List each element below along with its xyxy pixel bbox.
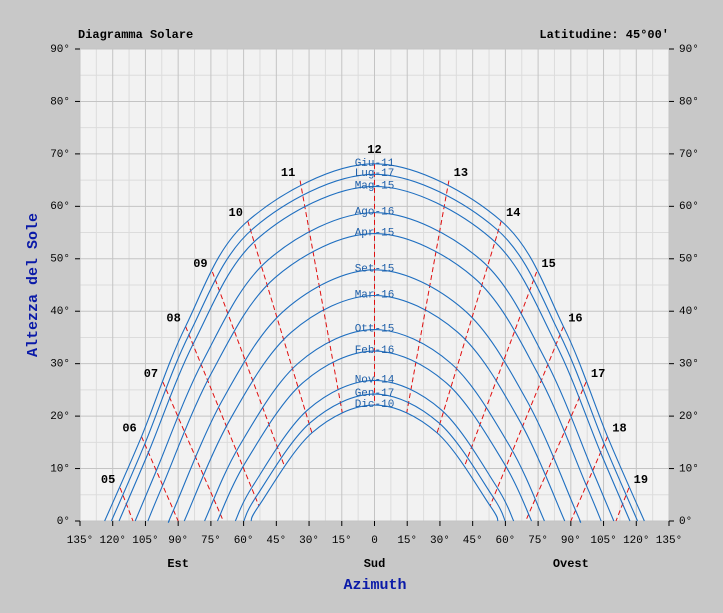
month-label: Feb-16	[355, 345, 395, 357]
y-tick-label-right: 80°	[679, 96, 699, 108]
month-label: Nov-14	[355, 374, 395, 386]
hour-label: 10	[229, 206, 243, 220]
sun-path	[234, 379, 515, 522]
sun-path	[183, 294, 566, 522]
y-tick-label-right: 50°	[679, 254, 699, 266]
x-tick-label: 45°	[463, 535, 483, 547]
hour-label: 16	[568, 312, 582, 326]
hour-line	[570, 436, 608, 522]
hour-label: 15	[541, 257, 555, 271]
hour-label: 19	[634, 473, 648, 487]
month-label: Set-15	[355, 264, 395, 276]
y-tick-label: 20°	[50, 411, 70, 423]
hour-line	[406, 180, 450, 413]
sun-path	[104, 163, 645, 522]
month-label: Lug-17	[355, 168, 395, 180]
y-tick-label-right: 70°	[679, 149, 699, 161]
x-tick-label: 120°	[623, 535, 649, 547]
hour-line	[211, 271, 285, 466]
hour-label: 07	[144, 367, 158, 381]
y-tick-label: 70°	[50, 149, 70, 161]
sun-path	[250, 404, 499, 522]
x-tick-label: 0	[371, 535, 378, 547]
x-tick-label: 75°	[528, 535, 548, 547]
month-label: Giu-11	[355, 158, 395, 170]
x-tick-label: 30°	[430, 535, 450, 547]
hour-line	[162, 381, 224, 522]
hour-line	[489, 326, 564, 506]
y-tick-label-right: 20°	[679, 411, 699, 423]
x-tick-label: 90°	[168, 535, 188, 547]
x-axis-title: Azimuth	[343, 577, 406, 594]
x-tick-label: 45°	[266, 535, 286, 547]
direction-label: Sud	[364, 557, 386, 571]
hour-line	[141, 436, 179, 522]
y-tick-label-right: 90°	[679, 44, 699, 56]
chart-title: Diagramma Solare	[78, 28, 193, 42]
hour-label: 14	[506, 206, 520, 220]
x-tick-label: 60°	[234, 535, 254, 547]
hour-line	[185, 326, 260, 506]
x-tick-label: 30°	[299, 535, 319, 547]
hour-label: 05	[101, 473, 115, 487]
grid	[79, 48, 670, 522]
month-label: Dic-10	[355, 399, 395, 411]
sun-path	[216, 350, 533, 522]
hour-label: 12	[367, 143, 381, 157]
sun-path	[204, 329, 545, 522]
hour-line	[525, 381, 587, 522]
hour-label: 11	[281, 166, 295, 180]
x-tick-label: 15°	[397, 535, 417, 547]
month-label: Ago-16	[355, 207, 395, 219]
x-tick-label: 135°	[67, 535, 93, 547]
hour-label: 13	[454, 166, 468, 180]
x-tick-label: 15°	[332, 535, 352, 547]
hour-label: 18	[612, 422, 626, 436]
month-label: Mar-16	[355, 289, 395, 301]
month-label: Apr-15	[355, 228, 395, 240]
y-tick-label: 0°	[57, 516, 70, 528]
x-tick-label: 90°	[561, 535, 581, 547]
hour-label: 08	[166, 312, 180, 326]
y-tick-label-right: 30°	[679, 359, 699, 371]
y-tick-label: 50°	[50, 254, 70, 266]
x-tick-label: 105°	[590, 535, 616, 547]
y-tick-label-right: 0°	[679, 516, 692, 528]
y-tick-label: 80°	[50, 96, 70, 108]
x-tick-label: 135°	[656, 535, 682, 547]
hour-label: 06	[122, 422, 136, 436]
sun-path	[118, 185, 631, 522]
hour-line	[299, 180, 343, 413]
sun-path	[243, 393, 506, 522]
y-tick-label: 60°	[50, 201, 70, 213]
sun-path	[167, 269, 582, 523]
hour-line	[247, 220, 313, 434]
y-tick-label: 40°	[50, 306, 70, 318]
y-tick-label-right: 40°	[679, 306, 699, 318]
direction-label: Est	[167, 557, 189, 571]
hour-line	[436, 220, 502, 434]
sun-path	[147, 233, 602, 522]
y-tick-label: 10°	[50, 463, 70, 475]
hour-label: 09	[193, 257, 207, 271]
x-tick-label: 120°	[100, 535, 126, 547]
hour-label: 17	[591, 367, 605, 381]
sun-path	[110, 173, 639, 522]
y-tick-label-right: 10°	[679, 463, 699, 475]
x-tick-label: 105°	[132, 535, 158, 547]
y-tick-label-right: 60°	[679, 201, 699, 213]
y-axis-title: Altezza del Sole	[25, 213, 42, 357]
hour-line	[464, 271, 538, 466]
month-label: Ott-15	[355, 323, 395, 335]
sun-path	[134, 212, 615, 522]
direction-label: Ovest	[553, 557, 589, 571]
y-tick-label: 90°	[50, 44, 70, 56]
x-tick-label: 75°	[201, 535, 221, 547]
x-tick-label: 60°	[495, 535, 515, 547]
chart-subtitle: Latitudine: 45°00′	[539, 28, 669, 42]
month-label: Mag-15	[355, 180, 395, 192]
month-label: Gen-17	[355, 388, 395, 400]
y-tick-label: 30°	[50, 359, 70, 371]
